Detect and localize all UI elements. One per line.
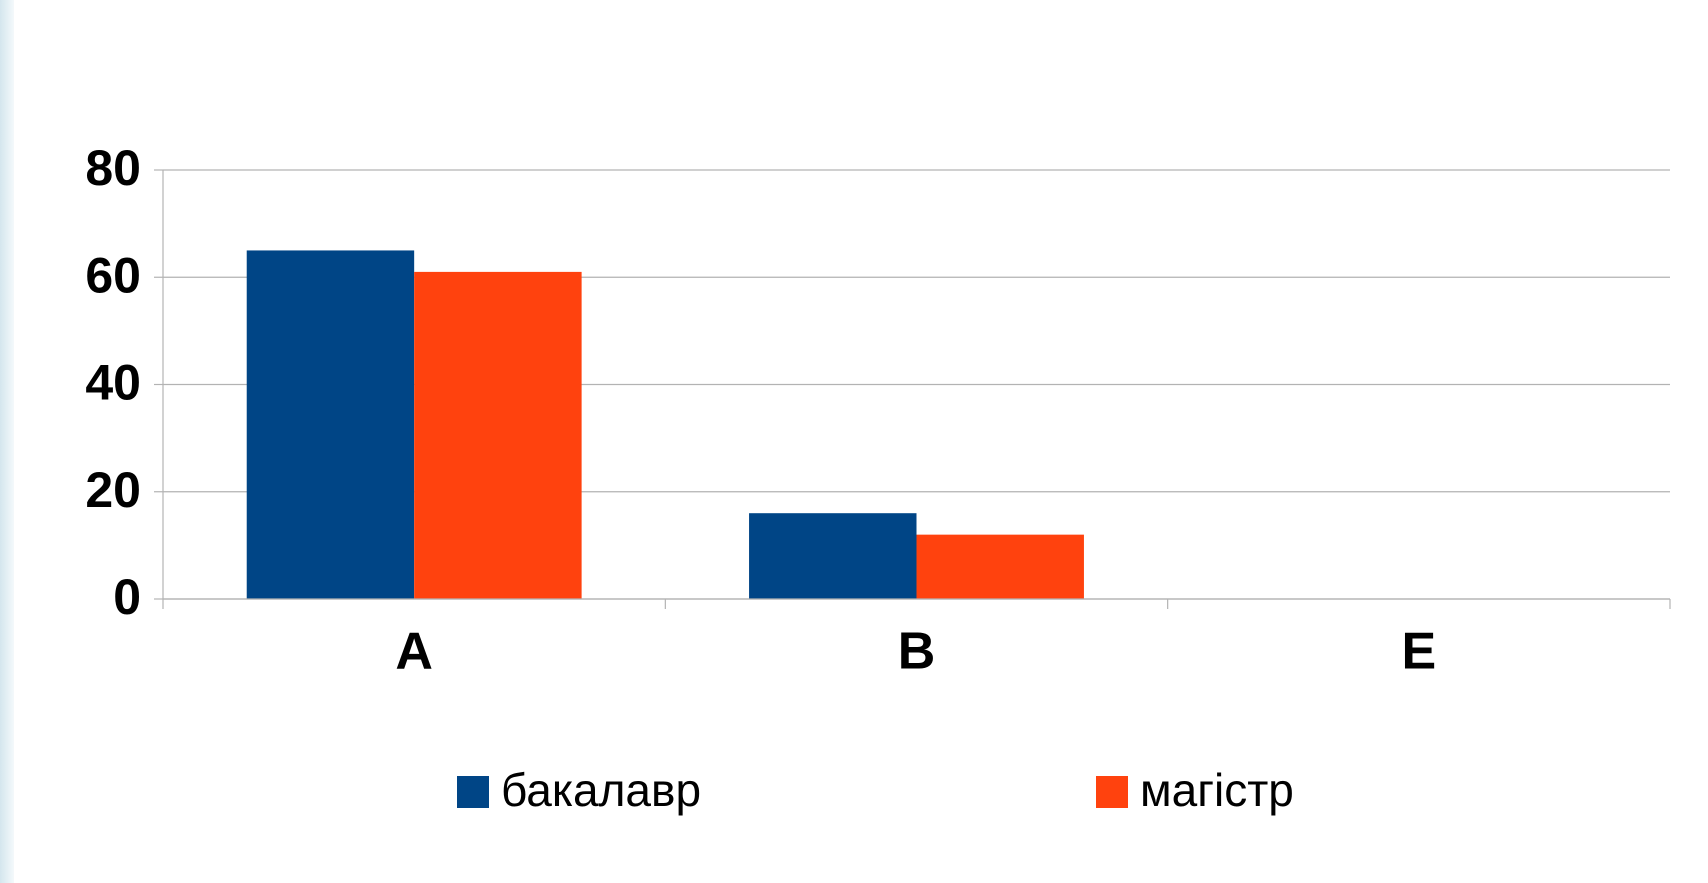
- bar: [414, 271, 582, 599]
- x-tick-label: A: [395, 623, 433, 681]
- bar: [916, 534, 1084, 599]
- bar: [749, 513, 917, 599]
- y-tick-label: 60: [85, 247, 141, 303]
- legend-swatch: [1096, 776, 1128, 808]
- y-tick-label: 0: [113, 569, 141, 625]
- y-tick-label: 20: [85, 462, 141, 518]
- bar: [246, 250, 415, 599]
- x-tick-label: B: [898, 623, 936, 681]
- y-tick-label: 40: [85, 355, 141, 411]
- y-tick-label: 80: [85, 140, 141, 196]
- legend-label: магістр: [1140, 764, 1294, 816]
- legend-swatch: [457, 776, 489, 808]
- x-tick-label: E: [1401, 623, 1436, 681]
- legend-label: бакалавр: [501, 764, 701, 816]
